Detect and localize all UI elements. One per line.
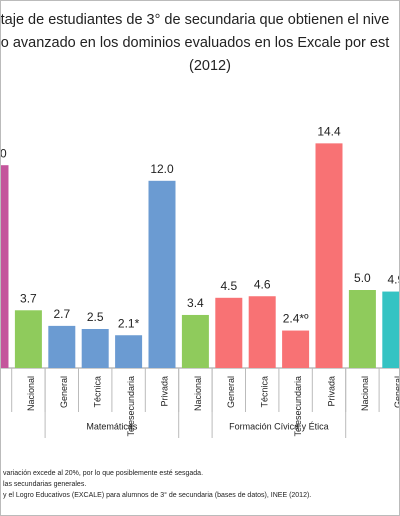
value-label: 2.1*	[118, 316, 140, 330]
chart-title-line: (2012)	[189, 58, 231, 74]
value-label: 2.5	[87, 310, 104, 324]
plot-area: taje de estudiantes de 3° de secundaria …	[0, 12, 400, 499]
value-label: 2.4*º	[283, 312, 309, 326]
value-label: 3.7	[20, 291, 37, 305]
bar	[81, 329, 109, 368]
value-label: 4.5	[220, 279, 237, 293]
x-tick-label: Técnica	[93, 376, 103, 408]
bar	[248, 296, 276, 368]
x-tick-label: Nacional	[26, 376, 36, 411]
value-label: 5.0	[354, 271, 371, 285]
footnote: las secundarias generales.	[3, 481, 86, 488]
bar	[215, 297, 243, 368]
bar	[148, 180, 176, 368]
value-label: 4.9	[387, 273, 400, 287]
group-label: Matemáticas	[86, 421, 138, 431]
footnote: variación excede al 20%, por lo que posi…	[3, 470, 203, 477]
x-tick-label: Privada	[326, 376, 336, 407]
bar	[382, 291, 400, 368]
x-tick-label: Técnica	[260, 376, 270, 408]
chart-title-line: taje de estudiantes de 3° de secundaria …	[1, 12, 390, 28]
x-tick-label: General	[59, 376, 69, 408]
bar	[48, 325, 76, 368]
x-tick-label: Telesecundaria	[126, 376, 136, 437]
value-label: 3.4	[187, 296, 204, 310]
x-tick-label: Nacional	[193, 376, 203, 411]
value-label: 14.4	[317, 125, 341, 139]
x-tick-label: Privada	[159, 376, 169, 407]
value-label: 12.0	[150, 162, 174, 176]
x-tick-label: Telesecundaria	[293, 376, 303, 437]
value-label: 13.0	[0, 146, 7, 160]
value-label: 4.6	[254, 277, 271, 291]
bar	[315, 143, 343, 368]
x-tick-label: Nacional	[360, 376, 370, 411]
bar	[14, 310, 42, 368]
footnote: y el Logro Educativos (EXCALE) para alum…	[3, 491, 311, 499]
chart-title-line: o avanzado en los dominios evaluados en …	[1, 35, 390, 51]
bar	[348, 290, 376, 368]
bar	[181, 314, 209, 368]
group-label: Formación Cívica y Ética	[229, 421, 329, 431]
bar	[115, 335, 143, 368]
bar	[0, 165, 9, 368]
x-tick-label: General	[226, 376, 236, 408]
bar	[282, 330, 310, 368]
value-label: 2.7	[53, 307, 70, 321]
x-tick-label: General	[393, 376, 400, 408]
